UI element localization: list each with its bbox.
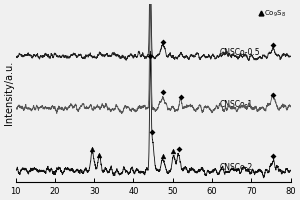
- Text: CNSCo-0.5: CNSCo-0.5: [220, 48, 260, 57]
- Legend: Co$_9$S$_8$: Co$_9$S$_8$: [258, 8, 287, 19]
- Text: CNSCo-2: CNSCo-2: [220, 163, 253, 172]
- Text: CNSCo-1: CNSCo-1: [220, 100, 253, 109]
- Y-axis label: Intensity/a.u.: Intensity/a.u.: [4, 61, 14, 125]
